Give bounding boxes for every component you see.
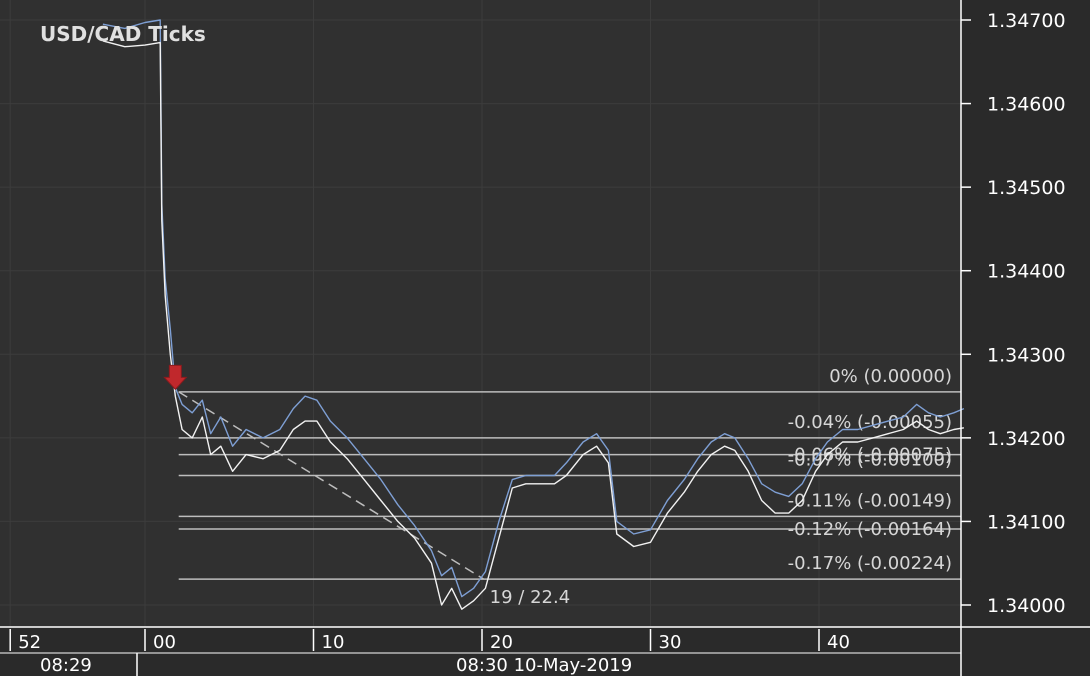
price-tick-label: 1.34600	[987, 94, 1066, 116]
chart-title: USD/CAD Ticks	[40, 22, 206, 46]
fib-level-label: -0.07% (-0.00100)	[788, 449, 952, 470]
price-series	[102, 19, 965, 610]
series-line-ask	[102, 19, 965, 598]
price-axis[interactable]: 1.34000 1.34100 1.34200 1.34300 1.34400 1.345…	[960, 0, 1066, 676]
trend-line-group[interactable]: 19 / 22.4	[178, 391, 571, 608]
minute-label-0829: 08:29	[40, 655, 92, 676]
fib-level-label: -0.11% (-0.00149)	[788, 490, 952, 511]
price-tick-label: 1.34000	[987, 595, 1066, 617]
time-tick-label: 30	[659, 632, 682, 653]
fib-level-label: -0.12% (-0.00164)	[788, 519, 952, 540]
time-tick-label: 52	[18, 632, 41, 653]
fibonacci-levels[interactable]: 0% (0.00000) -0.04% (-0.00055) -0.06% (-0.…	[178, 366, 961, 580]
fib-level-label: -0.06% (-0.00075)	[788, 445, 952, 466]
fib-level-label: 0% (0.00000)	[829, 366, 952, 387]
time-tick-label: 20	[490, 632, 513, 653]
minute-label-0830: 08:30 10-May-2019	[456, 655, 632, 676]
price-tick-label: 1.34200	[987, 428, 1066, 450]
time-tick-label: 10	[322, 632, 345, 653]
trend-line[interactable]	[178, 391, 485, 580]
time-tick-label: 00	[153, 632, 176, 653]
trend-line-label: 19 / 22.4	[490, 587, 571, 608]
price-tick-label: 1.34700	[987, 10, 1066, 32]
price-tick-label: 1.34500	[987, 177, 1066, 199]
fib-level-label: -0.17% (-0.00224)	[788, 553, 952, 574]
price-tick-label: 1.34100	[987, 511, 1066, 533]
price-tick-label: 1.34400	[987, 261, 1066, 283]
fib-level-label: -0.04% (-0.00055)	[788, 412, 952, 433]
series-line-bid	[102, 40, 965, 610]
grid-lines	[0, 0, 961, 627]
time-axis[interactable]: 52 00 10 20 30 40 08:29 08:30 10-May-2019	[0, 626, 1090, 676]
time-tick-label: 40	[827, 632, 850, 653]
trade-marker-group[interactable]	[163, 364, 188, 391]
sell-arrow-icon[interactable]	[163, 364, 188, 391]
price-tick-label: 1.34300	[987, 344, 1066, 366]
